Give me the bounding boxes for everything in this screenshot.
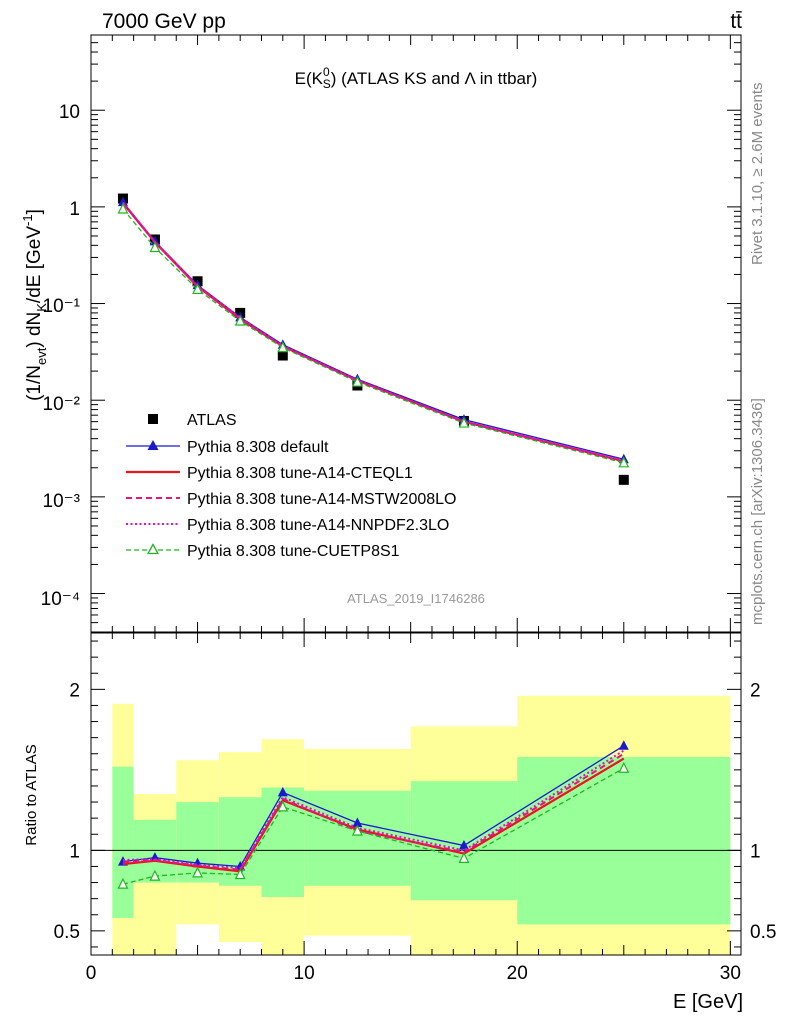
xtick-label: 20 [507, 963, 528, 984]
x-axis-label: E [GeV] [673, 991, 743, 1013]
ytick-label: 10 [59, 102, 80, 123]
ratio-line [122, 749, 625, 870]
ratio-frame [90, 632, 742, 956]
ratio-point [149, 852, 160, 862]
ratio-point [618, 761, 630, 773]
data-point [277, 350, 288, 361]
data-point [618, 474, 629, 485]
ratio-y-axis-label: Ratio to ATLAS [23, 744, 40, 845]
ytick-label: 10⁻³ [43, 491, 81, 512]
ratio-panel: 0.5 0.51 12 20 10 20 30 Ratio to ATLAS E [GeV] [23, 632, 776, 1013]
ratio-ticks: 0.5 0.51 12 20 10 20 30 [54, 633, 776, 984]
ratio-line [122, 745, 625, 868]
ylabel-part: (1/N [24, 365, 45, 401]
ratio-point [351, 824, 363, 836]
rivet-label: Rivet 3.1.10, ≥ 2.6M events [749, 83, 766, 266]
band-inner [112, 766, 134, 918]
main-series [117, 193, 630, 485]
xtick-label: 10 [294, 963, 315, 984]
ratio-point [277, 800, 289, 812]
main-panel: E(K0 S) (ATLAS KS and Λ in ttbar) ATLAS_2… [20, 34, 742, 633]
ratio-point [149, 869, 161, 881]
watermark: ATLAS_2019_I1746286 [347, 591, 485, 606]
data-point [234, 314, 246, 326]
data-point [458, 416, 470, 428]
chart-title: E(K0 S) (ATLAS KS and Λ in ttbar) [295, 65, 538, 91]
title-part: S [323, 77, 331, 91]
legend-label: Pythia 8.308 tune-A14-CTEQL1 [187, 465, 413, 482]
legend-item-atlas: ATLAS [148, 412, 237, 429]
ylabel-part: K [34, 303, 49, 312]
data-point [149, 241, 161, 253]
ratio-ytick-label: 2 [750, 680, 761, 701]
ratio-ytick-label: 1 [750, 841, 761, 862]
series-line [122, 202, 625, 463]
ratio-point [458, 852, 470, 864]
legend-item-default: Pythia 8.308 default [126, 439, 329, 456]
title-part: 0 [323, 65, 330, 79]
ratio-line [122, 752, 625, 871]
legend-label: Pythia 8.308 tune-A14-NNPDF2.3LO [187, 517, 449, 534]
ratio-ytick-label: 0.5 [54, 922, 80, 943]
ratio-ytick-label: 0.5 [750, 922, 776, 943]
ylabel-part: -1 [20, 214, 35, 226]
legend: ATLAS Pythia 8.308 default Pythia 8.308 … [126, 412, 456, 560]
data-point [277, 341, 289, 353]
title-part: ) (ATLAS KS and Λ in ttbar) [331, 69, 538, 88]
legend-label: ATLAS [187, 412, 237, 429]
legend-label: Pythia 8.308 default [187, 439, 329, 456]
main-frame [90, 34, 742, 633]
ratio-point [117, 877, 129, 889]
series-line [122, 208, 624, 464]
ratio-series [117, 740, 630, 889]
ratio-point [618, 740, 629, 750]
ytick-label: 10⁻² [43, 394, 81, 415]
ylabel-part: ] [24, 209, 45, 214]
xtick-label: 0 [86, 963, 97, 984]
legend-item-nnpdf: Pythia 8.308 tune-A14-NNPDF2.3LO [126, 517, 449, 534]
legend-label: Pythia 8.308 tune-CUETP8S1 [187, 543, 400, 560]
ratio-bands [91, 695, 741, 955]
series-line [122, 201, 625, 462]
ratio-point [352, 817, 363, 827]
header-left: 7000 GeV pp [102, 10, 226, 33]
legend-item-cteql1: Pythia 8.308 tune-A14-CTEQL1 [126, 465, 413, 482]
legend-label: Pythia 8.308 tune-A14-MSTW2008LO [187, 491, 456, 508]
ratio-point [277, 786, 288, 797]
main-y-tick-labels: 10 1 10⁻¹ 10⁻² 10⁻³ 10⁻⁴ [41, 102, 80, 610]
ratio-point [192, 866, 204, 878]
main-y-axis-label: (1/Nevt) dNK/dE [GeV-1] [20, 209, 49, 401]
legend-marker-open-triangle [146, 543, 160, 555]
ratio-line [122, 757, 625, 873]
data-point [618, 456, 630, 468]
ratio-ytick-label: 2 [69, 680, 80, 701]
ratio-point [458, 840, 469, 850]
ylabel-part: /dE [GeV [24, 226, 45, 303]
ratio-line [122, 767, 625, 885]
legend-item-mstw: Pythia 8.308 tune-A14-MSTW2008LO [126, 491, 456, 508]
ratio-ytick-label: 1 [69, 841, 80, 862]
ytick-label: 10⁻⁴ [41, 589, 80, 610]
main-ticks [90, 34, 741, 633]
data-point [351, 375, 363, 387]
data-point [117, 196, 128, 207]
ylabel-part: ) dN [24, 312, 45, 348]
ylabel-part: evt [34, 347, 49, 365]
mcplots-label: mcplots.cern.ch [arXiv:1306.3436] [749, 398, 766, 625]
band-inner [517, 756, 731, 925]
data-point [117, 202, 129, 214]
xtick-label: 30 [720, 963, 741, 984]
ytick-label: 1 [69, 199, 80, 220]
header-right: tt̄ [730, 10, 742, 33]
legend-marker-triangle [147, 440, 159, 450]
legend-item-cuetp8s1: Pythia 8.308 tune-CUETP8S1 [126, 543, 400, 560]
title-part: E(K [295, 69, 324, 88]
ratio-point [234, 868, 246, 880]
data-point [192, 283, 204, 295]
ytick-label: 10⁻¹ [43, 296, 81, 317]
legend-marker-square [148, 414, 158, 424]
